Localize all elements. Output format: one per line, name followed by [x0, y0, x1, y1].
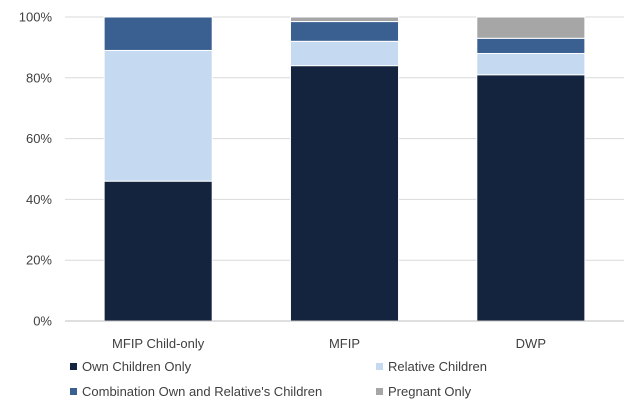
x-category-label: MFIP — [329, 336, 360, 351]
bar-segment — [289, 16, 400, 23]
y-tick-label: 40% — [26, 192, 52, 207]
bar-segment — [476, 74, 586, 322]
y-tick-label: 20% — [26, 253, 52, 268]
y-axis-tick-labels: 0% 20% 40% 60% 80% 100% — [19, 10, 53, 329]
bar-segment — [289, 65, 400, 322]
legend-label: Relative Children — [388, 359, 487, 374]
legend-label: Pregnant Only — [388, 384, 472, 399]
bar-segment — [476, 16, 586, 39]
legend-swatch — [376, 388, 383, 395]
legend-swatch — [70, 363, 77, 370]
legend-label: Combination Own and Relative's Children — [82, 384, 322, 399]
y-tick-label: 0% — [33, 314, 52, 329]
bar-segment — [476, 37, 586, 54]
bar-segment — [103, 49, 213, 182]
y-tick-label: 80% — [26, 70, 52, 85]
bar-segment — [289, 40, 400, 67]
x-axis-category-labels: MFIP Child-only MFIP DWP — [112, 336, 546, 351]
bar-segment — [103, 16, 213, 51]
bar-segment — [476, 52, 586, 76]
legend: Own Children Only Relative Children Combin… — [70, 359, 487, 399]
bar-segment — [289, 21, 400, 42]
bar-segment — [103, 180, 213, 322]
y-tick-label: 60% — [26, 131, 52, 146]
y-tick-label: 100% — [19, 10, 53, 25]
legend-swatch — [376, 363, 383, 370]
bars — [103, 16, 586, 322]
legend-swatch — [70, 388, 77, 395]
legend-label: Own Children Only — [82, 359, 192, 374]
x-category-label: MFIP Child-only — [112, 336, 205, 351]
x-category-label: DWP — [516, 336, 546, 351]
